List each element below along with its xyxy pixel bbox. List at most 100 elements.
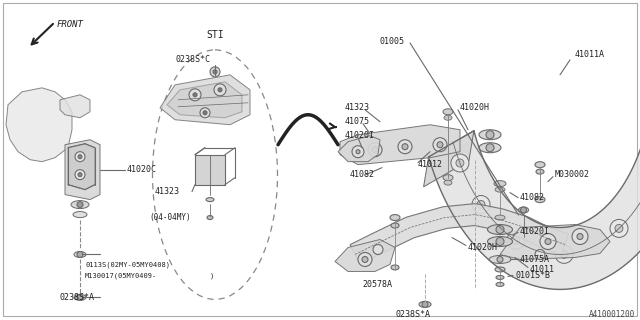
- Polygon shape: [167, 82, 242, 118]
- Ellipse shape: [71, 201, 89, 209]
- Circle shape: [535, 250, 545, 260]
- Circle shape: [477, 201, 485, 209]
- Polygon shape: [6, 88, 72, 162]
- Circle shape: [213, 70, 217, 74]
- Text: A410001200: A410001200: [589, 310, 635, 319]
- Ellipse shape: [206, 197, 214, 202]
- Polygon shape: [160, 75, 250, 125]
- Ellipse shape: [479, 143, 501, 153]
- Ellipse shape: [391, 265, 399, 270]
- Circle shape: [77, 202, 83, 208]
- Circle shape: [512, 236, 520, 244]
- Circle shape: [610, 220, 628, 237]
- Ellipse shape: [496, 283, 504, 286]
- Ellipse shape: [444, 115, 452, 120]
- Circle shape: [358, 252, 372, 267]
- Circle shape: [451, 154, 469, 172]
- Circle shape: [472, 196, 490, 213]
- Circle shape: [200, 108, 210, 118]
- Ellipse shape: [74, 294, 86, 300]
- Text: 20578A: 20578A: [362, 280, 392, 289]
- Polygon shape: [68, 144, 95, 190]
- Ellipse shape: [488, 225, 513, 235]
- Polygon shape: [195, 155, 225, 185]
- Circle shape: [577, 234, 583, 239]
- Circle shape: [372, 147, 378, 153]
- Text: 41012: 41012: [418, 160, 443, 169]
- Text: 41075: 41075: [345, 117, 370, 126]
- Ellipse shape: [443, 175, 453, 180]
- Ellipse shape: [496, 276, 504, 279]
- Circle shape: [75, 170, 85, 180]
- Ellipse shape: [494, 180, 506, 187]
- Text: 41020H: 41020H: [460, 103, 490, 112]
- Polygon shape: [65, 140, 100, 200]
- Circle shape: [362, 256, 368, 262]
- Polygon shape: [340, 125, 460, 165]
- Circle shape: [433, 138, 447, 152]
- Circle shape: [398, 140, 412, 154]
- Circle shape: [214, 84, 226, 96]
- Circle shape: [373, 244, 383, 254]
- Text: 41082: 41082: [350, 170, 375, 179]
- Text: 41082: 41082: [520, 193, 545, 202]
- Circle shape: [368, 143, 382, 157]
- Polygon shape: [335, 239, 395, 271]
- Circle shape: [75, 152, 85, 162]
- Text: 0238S*C: 0238S*C: [175, 55, 210, 64]
- Ellipse shape: [536, 169, 544, 174]
- Text: 41075A: 41075A: [520, 255, 550, 264]
- Circle shape: [352, 146, 364, 158]
- Polygon shape: [338, 136, 380, 162]
- Text: FRONT: FRONT: [57, 20, 84, 29]
- Circle shape: [193, 93, 197, 97]
- Text: M130017(05MY0409-: M130017(05MY0409-: [85, 272, 157, 279]
- Circle shape: [218, 88, 222, 92]
- Ellipse shape: [73, 212, 87, 218]
- Circle shape: [78, 173, 82, 177]
- Text: 0113S(02MY-05MY0408): 0113S(02MY-05MY0408): [85, 261, 170, 268]
- Polygon shape: [424, 131, 474, 187]
- Circle shape: [189, 89, 201, 101]
- Text: 41020C: 41020C: [127, 165, 157, 174]
- Text: 01005: 01005: [380, 37, 405, 46]
- Text: 0238S*A: 0238S*A: [60, 293, 95, 302]
- Text: ): ): [210, 272, 214, 279]
- Circle shape: [486, 144, 494, 152]
- Circle shape: [437, 142, 443, 148]
- Text: 0238S*A: 0238S*A: [395, 310, 430, 319]
- Text: STI: STI: [206, 30, 224, 40]
- Ellipse shape: [444, 180, 452, 185]
- Circle shape: [545, 238, 551, 244]
- Circle shape: [203, 111, 207, 115]
- Circle shape: [456, 159, 464, 167]
- Ellipse shape: [419, 301, 431, 308]
- Text: M030002: M030002: [555, 170, 590, 179]
- Circle shape: [615, 224, 623, 232]
- Ellipse shape: [479, 130, 501, 140]
- Circle shape: [560, 250, 568, 258]
- Text: 41323: 41323: [345, 103, 370, 112]
- Circle shape: [496, 226, 504, 234]
- Ellipse shape: [390, 215, 400, 220]
- Ellipse shape: [74, 252, 86, 258]
- Text: 41011: 41011: [530, 265, 555, 274]
- Circle shape: [572, 228, 588, 244]
- Ellipse shape: [391, 223, 399, 228]
- Ellipse shape: [535, 162, 545, 168]
- Polygon shape: [429, 95, 640, 289]
- Ellipse shape: [535, 196, 545, 203]
- Circle shape: [540, 234, 556, 250]
- Circle shape: [496, 237, 504, 245]
- Text: 41020H: 41020H: [468, 243, 498, 252]
- Ellipse shape: [488, 236, 513, 246]
- Polygon shape: [500, 225, 610, 260]
- Ellipse shape: [495, 267, 505, 272]
- Text: (04-04MY): (04-04MY): [149, 213, 191, 222]
- Text: 0101S*B: 0101S*B: [515, 271, 550, 280]
- Circle shape: [497, 256, 503, 262]
- Circle shape: [210, 67, 220, 77]
- Circle shape: [356, 150, 360, 154]
- Circle shape: [520, 207, 527, 213]
- Text: 41323: 41323: [155, 187, 180, 196]
